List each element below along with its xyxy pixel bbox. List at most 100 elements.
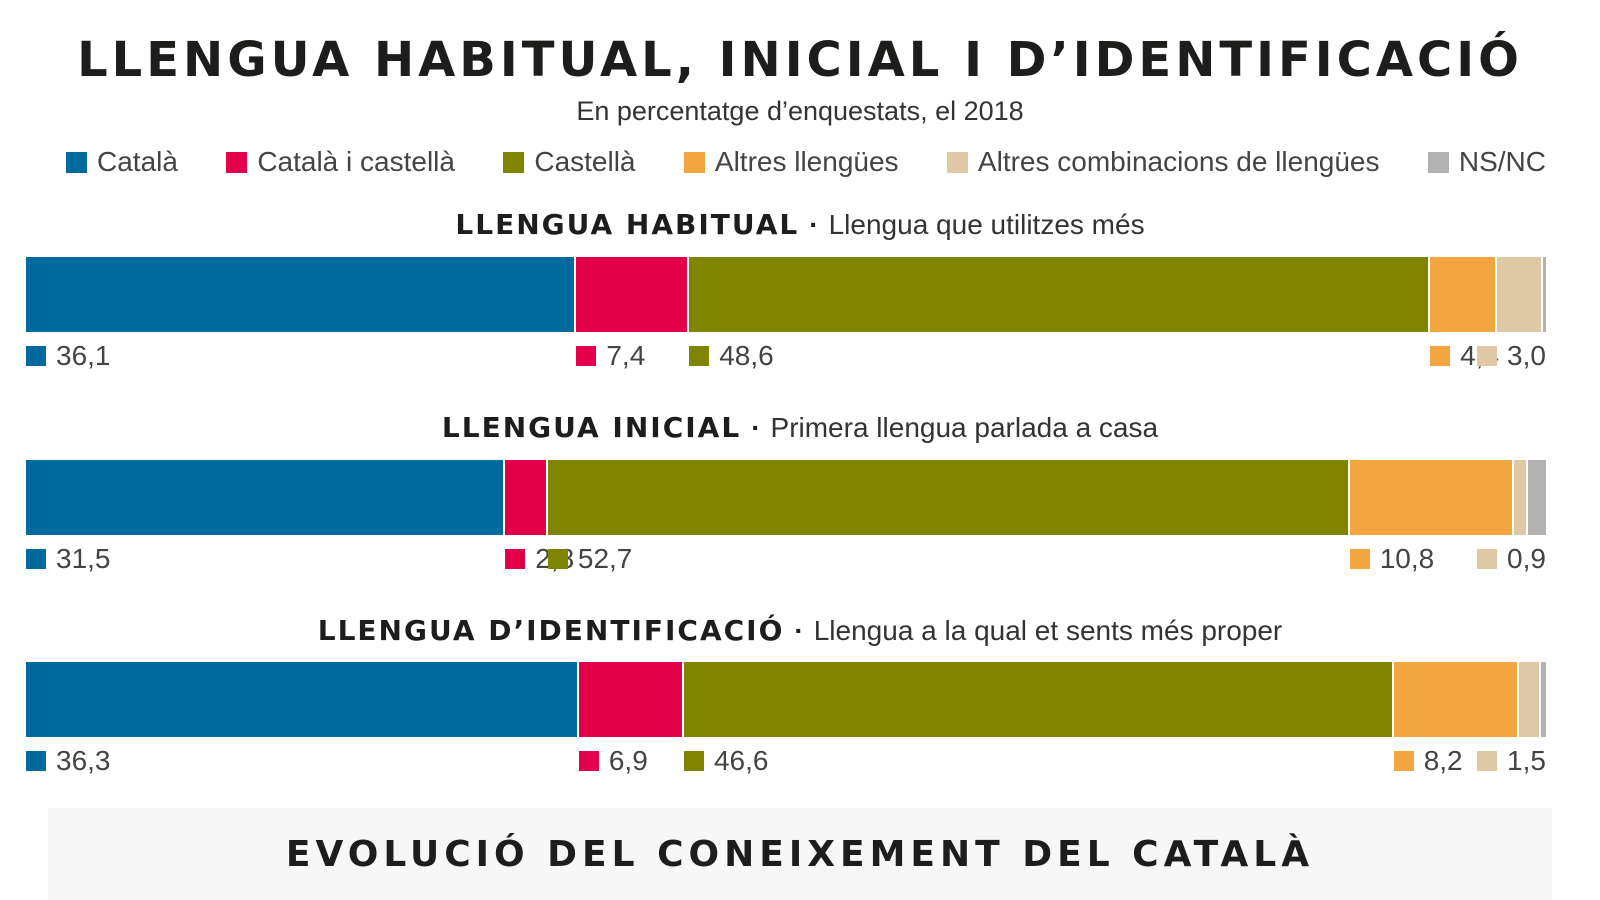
legend-label: Altres combinacions de llengües bbox=[977, 146, 1380, 177]
section-name: LLENGUA HABITUAL bbox=[455, 208, 800, 241]
value-labels-identificacio: 36,3 6,9 46,6 8,2 1,5 bbox=[26, 745, 1546, 779]
value-label-text: 1,5 bbox=[1507, 745, 1546, 776]
bar-segment-altres-llengues bbox=[1393, 662, 1519, 737]
section-separator: · bbox=[794, 615, 804, 646]
value-label-text: 8,2 bbox=[1423, 745, 1463, 776]
legend-swatch-altres-llengues bbox=[683, 151, 705, 173]
value-label-text: 7,4 bbox=[606, 340, 646, 371]
legend-swatch-castella bbox=[503, 151, 525, 173]
section-description: Llengua que utilitzes més bbox=[828, 209, 1145, 240]
value-label-castella: 52,7 bbox=[547, 543, 633, 575]
bar-segment-altres-llengues bbox=[1349, 460, 1515, 535]
legend-swatch-altres-combinacions bbox=[946, 151, 968, 173]
value-label-castella: 46,6 bbox=[683, 745, 769, 777]
value-label-altres-combinacions-de-llengues: 3,0 bbox=[1477, 340, 1546, 372]
section-name: LLENGUA INICIAL bbox=[441, 411, 742, 444]
value-label-text: 48,6 bbox=[719, 340, 774, 371]
bar-segment-castella bbox=[683, 662, 1394, 737]
value-label-swatch bbox=[683, 751, 704, 771]
value-label-text: 10,8 bbox=[1379, 543, 1435, 574]
value-label-catala: 36,3 bbox=[26, 745, 111, 777]
next-section-background bbox=[48, 808, 1552, 900]
bar-segment-castella bbox=[689, 257, 1431, 332]
chart-title: LLENGUA HABITUAL, INICIAL I D’IDENTIFICA… bbox=[77, 32, 1523, 88]
legend-swatch-catala-castella bbox=[226, 151, 248, 173]
value-label-text: 46,6 bbox=[713, 745, 769, 776]
legend-item-altres-llengues: Altres llengües bbox=[683, 146, 899, 178]
legend-label: Altres llengües bbox=[714, 146, 899, 177]
bar-segment-catala bbox=[26, 257, 577, 332]
legend-item-castella: Castellà bbox=[503, 146, 636, 178]
section-description: Llengua a la qual et sents més proper bbox=[813, 615, 1283, 646]
value-label-text: 36,3 bbox=[56, 745, 111, 776]
bar-segment-altres-llengues bbox=[1430, 257, 1498, 332]
value-label-altres-combinacions-de-llengues: 1,5 bbox=[1477, 745, 1546, 777]
legend-swatch-catala bbox=[66, 151, 87, 173]
value-label-swatch bbox=[26, 549, 46, 569]
stacked-bar-identificacio bbox=[26, 662, 1546, 737]
stacked-bar-inicial bbox=[26, 460, 1546, 535]
legend-label: NS/NC bbox=[1458, 146, 1546, 177]
value-label-catala-i-castella: 7,4 bbox=[576, 340, 645, 372]
value-label-swatch bbox=[1477, 346, 1497, 366]
legend-item-catala-castella: Català i castellà bbox=[226, 146, 455, 178]
value-label-text: 0,9 bbox=[1507, 543, 1546, 574]
value-label-swatch bbox=[1349, 549, 1370, 569]
next-section-title: EVOLUCIÓ DEL CONEIXEMENT DEL CATALÀ bbox=[285, 834, 1315, 875]
section-separator: · bbox=[809, 209, 819, 240]
value-labels-habitual: 36,17,448,64,43,0 bbox=[26, 340, 1546, 374]
value-label-catala: 36,1 bbox=[26, 340, 111, 372]
bar-segment-altres-combinacions-de-llengues bbox=[1518, 662, 1542, 737]
bar-segment-ns-nc bbox=[1542, 257, 1546, 332]
value-label-swatch bbox=[576, 346, 597, 366]
bar-segment-catala bbox=[26, 460, 506, 535]
value-label-castella: 48,6 bbox=[689, 340, 774, 372]
value-label-swatch bbox=[1430, 346, 1451, 366]
value-label-swatch bbox=[26, 346, 46, 366]
value-label-text: 31,5 bbox=[56, 543, 111, 574]
value-label-swatch bbox=[689, 346, 710, 366]
value-label-altres-llengues: 8,2 bbox=[1393, 745, 1463, 777]
value-label-catala-i-castella: 6,9 bbox=[578, 745, 648, 777]
value-label-swatch bbox=[578, 751, 599, 771]
section-heading-habitual: LLENGUA HABITUAL · Llengua que utilitzes m… bbox=[0, 208, 1600, 241]
bar-segment-catala bbox=[26, 662, 579, 737]
bar-segment-catala-i-castella bbox=[578, 662, 684, 737]
bar-segment-altres-combinacions-de-llengues bbox=[1514, 460, 1528, 535]
value-label-altres-combinacions-de-llengues: 0,9 bbox=[1477, 543, 1546, 575]
value-label-text: 36,1 bbox=[56, 340, 111, 371]
section-separator: · bbox=[751, 412, 761, 443]
bar-segment-catala-i-castella bbox=[505, 460, 548, 535]
legend: Català Català i castellà Castellà Altres… bbox=[66, 146, 1546, 178]
section-description: Primera llengua parlada a casa bbox=[770, 412, 1159, 443]
stacked-bar-habitual bbox=[26, 257, 1546, 332]
legend-item-altres-combinacions: Altres combinacions de llengües bbox=[946, 146, 1380, 178]
value-label-text: 6,9 bbox=[608, 745, 648, 776]
bar-segment-ns-nc bbox=[1527, 460, 1546, 535]
legend-swatch-ns-nc bbox=[1427, 151, 1449, 173]
value-label-swatch bbox=[547, 549, 568, 569]
bar-segment-altres-combinacions-de-llengues bbox=[1497, 257, 1543, 332]
value-label-catala: 31,5 bbox=[26, 543, 111, 575]
bar-segment-catala-i-castella bbox=[576, 257, 690, 332]
value-labels-inicial: 31,52,852,710,80,9 bbox=[26, 543, 1546, 577]
legend-label: Català bbox=[97, 146, 178, 177]
legend-label: Català i castellà bbox=[257, 146, 455, 177]
value-label-text: 3,0 bbox=[1507, 340, 1546, 371]
value-label-swatch bbox=[1393, 751, 1414, 771]
section-heading-inicial: LLENGUA INICIAL · Primera llengua parlada … bbox=[0, 411, 1600, 444]
value-label-swatch bbox=[505, 549, 526, 569]
value-label-swatch bbox=[1477, 549, 1497, 569]
value-label-swatch bbox=[1477, 751, 1497, 771]
legend-item-catala: Català bbox=[66, 146, 178, 178]
section-name: LLENGUA D’IDENTIFICACIÓ bbox=[317, 614, 785, 647]
chart-subtitle: En percentatge d’enquestats, el 2018 bbox=[576, 96, 1024, 126]
value-label-swatch bbox=[26, 751, 46, 771]
bar-segment-castella bbox=[547, 460, 1350, 535]
bar-segment-ns-nc bbox=[1541, 662, 1546, 737]
legend-label: Castellà bbox=[534, 146, 636, 177]
value-label-text: 52,7 bbox=[577, 543, 633, 574]
value-label-altres-llengues: 10,8 bbox=[1349, 543, 1435, 575]
legend-item-ns-nc: NS/NC bbox=[1427, 146, 1546, 178]
section-heading-identificacio: LLENGUA D’IDENTIFICACIÓ · Llengua a la qua… bbox=[0, 614, 1600, 647]
